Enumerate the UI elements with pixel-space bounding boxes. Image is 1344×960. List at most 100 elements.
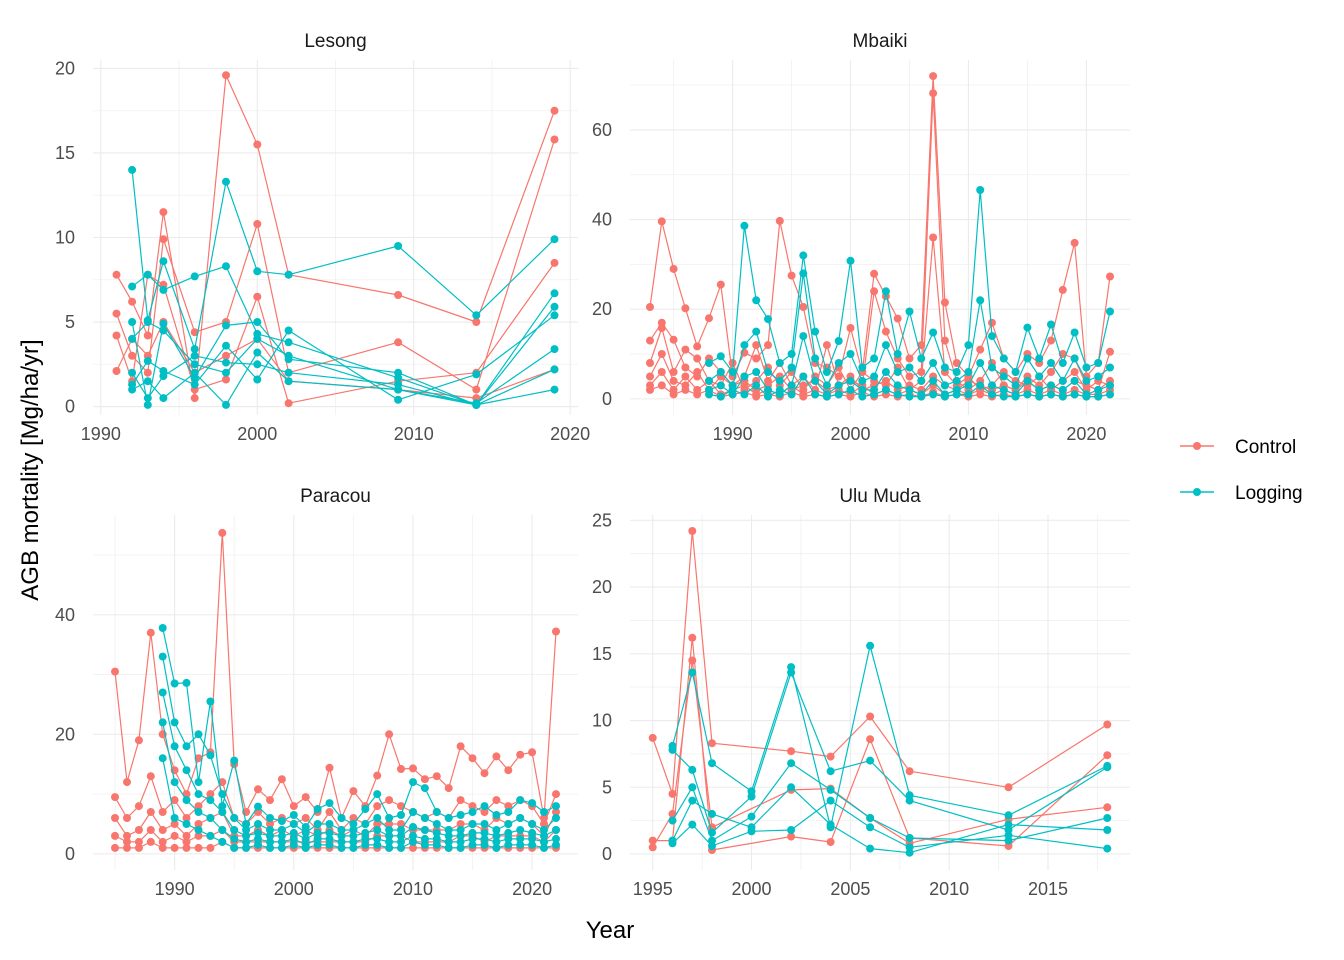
series-logging-paracou — [158, 652, 560, 837]
data-point — [657, 350, 666, 358]
data-point — [468, 820, 477, 828]
data-point — [1035, 372, 1044, 381]
x-tick-label: 2015 — [1028, 879, 1068, 899]
data-point — [708, 809, 716, 818]
data-point — [134, 843, 143, 852]
data-point — [728, 368, 737, 376]
data-point — [976, 186, 985, 194]
data-point — [409, 764, 417, 773]
data-point — [385, 843, 394, 852]
data-point — [976, 381, 985, 390]
data-point — [716, 368, 725, 376]
data-point — [284, 326, 293, 335]
data-point — [361, 820, 370, 828]
data-point — [194, 843, 203, 852]
data-point — [705, 359, 713, 367]
data-point — [373, 814, 382, 822]
data-point — [976, 345, 985, 354]
data-point — [1103, 844, 1112, 853]
legend: Control Logging — [1180, 437, 1303, 504]
data-point — [1094, 385, 1103, 394]
data-point — [705, 376, 713, 385]
data-point — [834, 337, 843, 345]
data-point — [182, 678, 191, 687]
data-point — [516, 840, 525, 849]
data-point — [1004, 820, 1013, 829]
data-point — [158, 837, 167, 846]
data-point — [1070, 390, 1079, 399]
data-point — [472, 318, 481, 326]
series-line — [652, 659, 1108, 848]
x-tick-label: 2000 — [274, 879, 314, 899]
data-point — [337, 837, 346, 846]
data-point — [222, 71, 230, 80]
data-point — [799, 381, 808, 390]
data-point — [988, 363, 996, 372]
data-point — [313, 820, 322, 828]
panel-paracou: Paracou 1990 2000 2010 2020 0 20 40 — [55, 486, 578, 899]
data-point — [349, 826, 358, 834]
data-point — [190, 272, 199, 281]
data-point — [254, 828, 262, 837]
data-point — [143, 356, 152, 365]
data-point — [811, 376, 820, 385]
data-point — [1004, 831, 1013, 840]
data-point — [284, 399, 293, 408]
data-point — [277, 817, 286, 825]
data-point — [1058, 359, 1067, 367]
data-point — [432, 808, 441, 816]
data-point — [646, 303, 654, 311]
data-point — [528, 748, 537, 757]
data-point — [740, 221, 749, 230]
data-point — [492, 752, 501, 761]
data-point — [385, 831, 394, 840]
data-point — [775, 376, 784, 385]
data-point — [799, 269, 808, 278]
series-logging-lesong — [128, 311, 559, 404]
data-point — [242, 837, 251, 846]
series-line — [649, 92, 1111, 391]
data-point — [1106, 363, 1114, 372]
y-tick-label: 20 — [55, 724, 75, 744]
data-point — [752, 354, 761, 363]
data-point — [253, 292, 262, 301]
data-point — [349, 814, 358, 822]
series-logging-ulumuda — [668, 668, 1112, 837]
data-point — [159, 394, 168, 403]
data-point — [349, 831, 358, 840]
data-point — [420, 775, 429, 784]
data-point — [999, 372, 1008, 381]
data-point — [999, 392, 1008, 401]
data-point — [881, 368, 890, 376]
x-tick-label: 2020 — [550, 424, 590, 444]
data-point — [373, 826, 382, 834]
y-tick-label: 40 — [592, 210, 612, 230]
data-point — [394, 242, 403, 250]
data-point — [456, 843, 465, 852]
data-point — [289, 802, 298, 811]
data-point — [468, 840, 477, 849]
data-point — [373, 820, 382, 828]
data-point — [128, 165, 137, 174]
data-point — [253, 318, 262, 326]
panel-lesong: Lesong 1990 2000 2010 2020 0 5 10 15 20 — [55, 31, 590, 444]
data-point — [893, 314, 902, 323]
series-logging-mbaiki — [705, 372, 1114, 401]
data-point — [893, 381, 902, 390]
data-point — [206, 843, 215, 852]
data-point — [397, 831, 405, 840]
data-point — [999, 354, 1008, 363]
data-point — [349, 787, 358, 796]
data-point — [361, 805, 370, 813]
data-point — [456, 831, 465, 840]
data-point — [284, 351, 293, 360]
series-logging-ulumuda — [668, 759, 1112, 845]
data-point — [668, 745, 677, 754]
data-point — [1103, 826, 1112, 834]
data-point — [444, 784, 453, 793]
data-point — [952, 368, 961, 376]
data-point — [688, 765, 697, 774]
data-point — [787, 363, 796, 372]
data-point — [740, 372, 749, 381]
data-point — [468, 828, 477, 837]
